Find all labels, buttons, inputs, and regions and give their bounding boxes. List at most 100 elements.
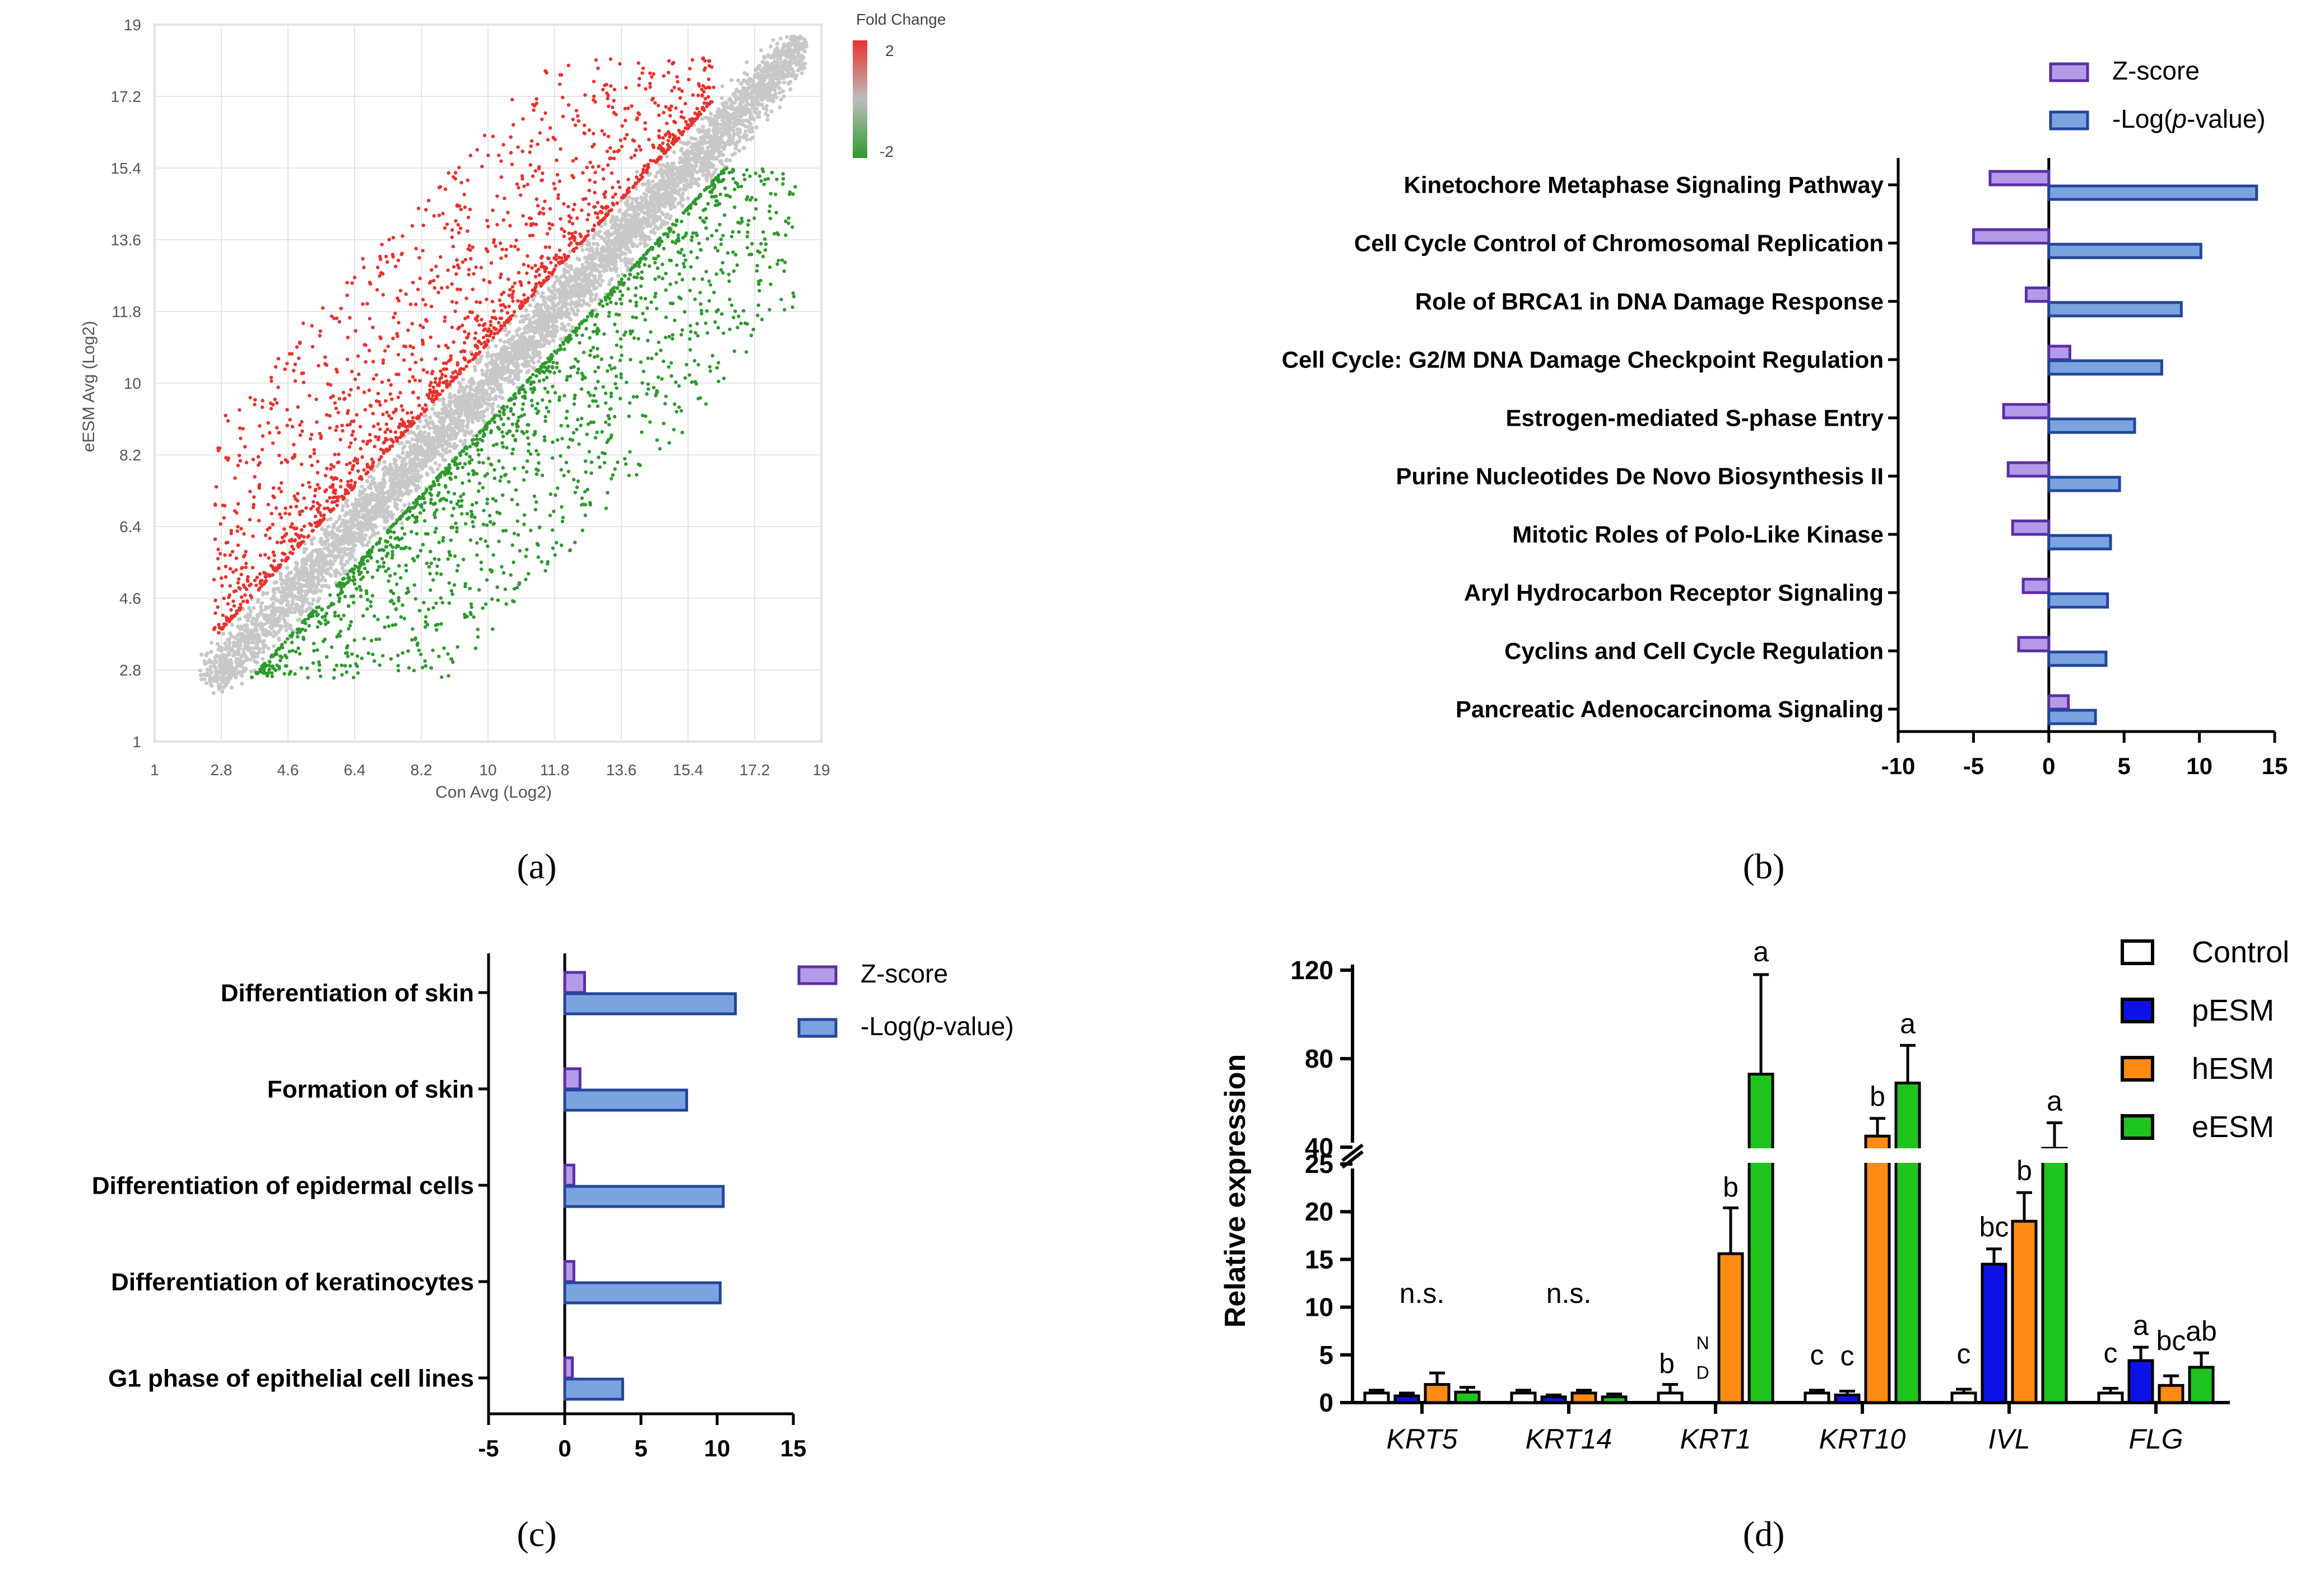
panel-a-point-gray [400, 493, 405, 498]
panel-a-point-gray [591, 253, 596, 258]
panel-a-point-gray [639, 195, 644, 200]
panel-a-point-gray [277, 589, 282, 594]
panel-a-point-gray [800, 46, 804, 52]
panel-a-point-gray [699, 161, 703, 165]
panel-a-point-gray [459, 384, 464, 389]
panel-a-point-gray [551, 304, 556, 309]
panel-a-point-gray [686, 196, 690, 201]
panel-a-point-gray [500, 396, 505, 401]
panel-a-point-gray [334, 556, 339, 560]
panel-a-point-gray [518, 319, 523, 324]
panel-a-point-gray [800, 65, 804, 69]
panel-a-point-gray [435, 424, 440, 429]
panel-a-point-gray [617, 227, 622, 231]
panel-a-point-gray [234, 636, 239, 640]
panel-a-point-gray [216, 684, 221, 688]
panel-a-point-gray [779, 64, 784, 69]
panel-a-point-gray [511, 381, 515, 386]
panel-a-point-gray [304, 609, 309, 613]
panel-a-point-gray [448, 399, 452, 404]
panel-a-point-gray [732, 123, 737, 128]
panel-a-point-gray [272, 644, 276, 649]
panel-a-point-gray [534, 321, 538, 325]
panel-a-point-gray [654, 175, 658, 179]
panel-a-point-gray [750, 125, 754, 130]
panel-a-point-gray [228, 631, 233, 636]
panel-a-point-gray [563, 280, 567, 285]
panel-a-point-gray [740, 122, 744, 127]
panel-a-point-gray [242, 652, 247, 656]
panel-a-point-gray [711, 151, 715, 156]
panel-a-point-gray [754, 67, 758, 72]
panel-a-point-gray [420, 453, 425, 457]
panel-a-point-gray [607, 252, 612, 257]
panel-a-point-gray [205, 671, 210, 676]
panel-a-point-gray [301, 601, 306, 606]
panel-a-point-gray [448, 415, 453, 420]
panel-a-point-gray [608, 278, 612, 283]
panel-a-point-gray [643, 199, 648, 203]
panel-a-point-gray [617, 208, 622, 212]
panel-a-point-gray [400, 481, 405, 485]
panel-a-point-gray [389, 510, 393, 515]
panel-a-point-gray [340, 566, 345, 570]
panel-a-point-gray [724, 110, 729, 115]
panel-a-point-gray [763, 61, 768, 66]
panel-a-point-gray [269, 608, 274, 613]
panel-a-point-gray [765, 66, 770, 71]
panel-a-point-gray [488, 361, 492, 365]
panel-a-point-gray [654, 183, 659, 187]
panel-a-point-gray [744, 80, 749, 84]
panel-a-point-gray [386, 505, 391, 509]
panel-a-point-gray [327, 585, 331, 589]
panel-a-point-gray [377, 461, 382, 465]
panel-a-point-gray [520, 332, 526, 336]
panel-a-point-gray [481, 379, 486, 384]
panel-a-point-gray [422, 425, 426, 429]
panel-a-point-gray [646, 179, 650, 183]
panel-a-point-gray [534, 325, 538, 330]
panel-a-point-gray [775, 41, 779, 46]
panel-a-point-gray [623, 229, 628, 233]
panel-a-point-gray [379, 490, 383, 495]
panel-a-point-gray [284, 580, 289, 584]
panel-a-point-gray [416, 424, 420, 429]
panel-a-point-gray [559, 337, 563, 341]
panel-a-point-gray [312, 581, 316, 585]
panel-a-point-gray [713, 147, 718, 151]
panel-a-point-gray [631, 205, 636, 209]
panel-a-point-gray [783, 49, 787, 54]
panel-a-point-gray [659, 183, 664, 188]
panel-a-point-gray [334, 520, 339, 524]
panel-a-point-gray [731, 129, 736, 133]
panel-a-point-gray [415, 457, 420, 462]
panel-a-point-gray [722, 127, 726, 132]
panel-a-point-gray [595, 252, 599, 257]
panel-a-point-gray [220, 690, 225, 694]
panel-a-point-gray [361, 508, 365, 513]
panel-a-point-gray [678, 139, 682, 144]
panel-a-point-gray [262, 639, 266, 644]
panel-a-point-gray [230, 665, 235, 670]
panel-a-point-gray [566, 322, 571, 327]
panel-a-point-gray [461, 388, 465, 393]
panel-a-point-gray [681, 141, 686, 146]
panel-a-point-gray [477, 403, 482, 408]
panel-a-point-gray [763, 83, 768, 88]
panel-a-point-gray [650, 187, 654, 192]
panel-a-point-gray [524, 308, 528, 313]
panel-a-point-gray [633, 217, 637, 222]
panel-a-point-gray [778, 105, 782, 110]
panel-a-point-gray [782, 94, 786, 99]
panel-a-point-gray [368, 474, 372, 479]
panel-a-point-gray [521, 319, 526, 324]
panel-a-point-gray [554, 274, 559, 279]
panel-a-point-gray [357, 532, 361, 536]
panel-a-point-gray [240, 681, 244, 686]
panel-a-point-gray [214, 660, 219, 664]
panel-a-point-gray [382, 516, 387, 520]
panel-a-point-gray [603, 239, 607, 244]
panel-a-point-gray [392, 476, 397, 481]
panel-a-point-gray [737, 148, 741, 153]
panel-a-point-gray [742, 86, 747, 91]
